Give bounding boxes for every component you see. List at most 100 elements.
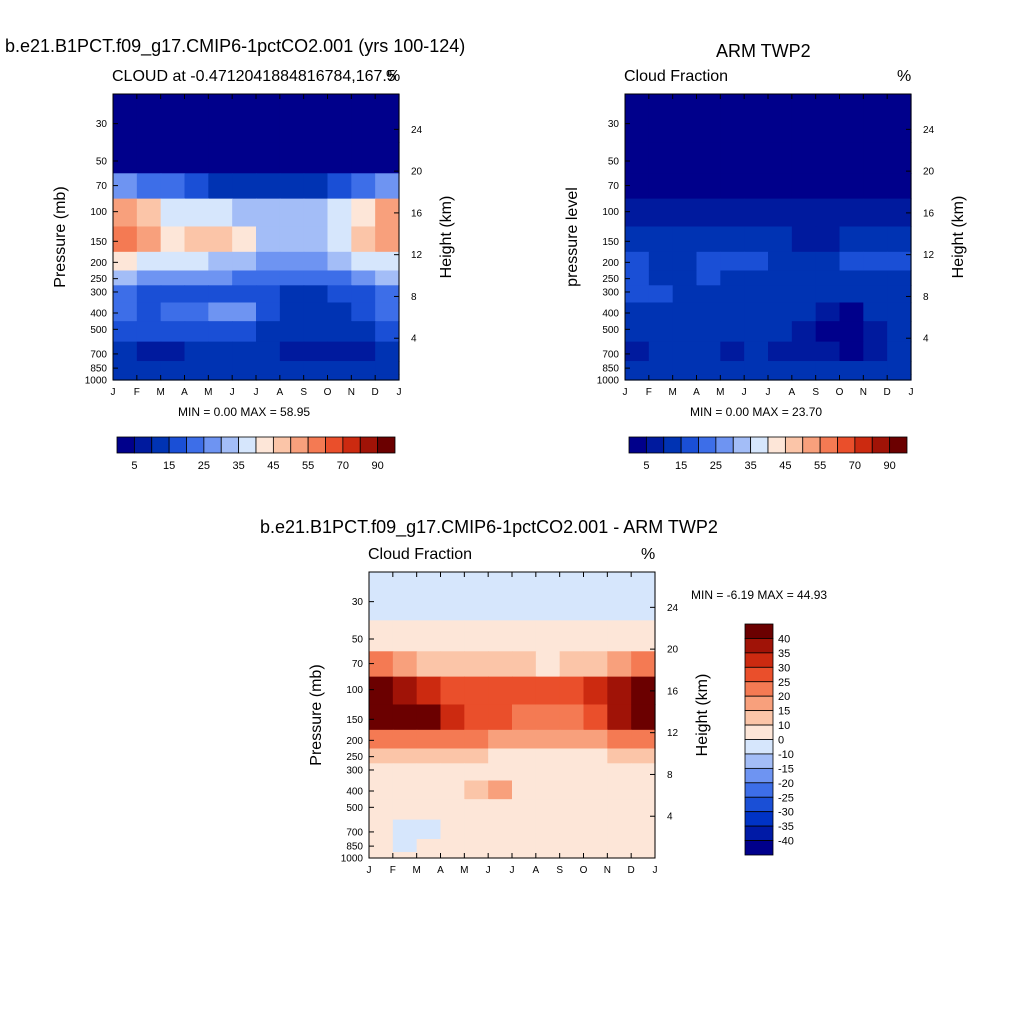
panel2-cells — [625, 94, 912, 381]
contour-cell — [392, 852, 418, 859]
contour-cell — [279, 198, 305, 228]
contour-cell — [512, 676, 537, 706]
colorbar-label: -30 — [778, 807, 794, 819]
contour-cell — [720, 361, 745, 375]
contour-cell — [512, 651, 537, 678]
contour-cell — [488, 704, 513, 731]
x-tick-label: A — [788, 387, 795, 398]
contour-cell — [583, 676, 608, 706]
contour-cell — [887, 361, 912, 375]
contour-cell — [279, 374, 305, 381]
contour-cell — [256, 142, 281, 174]
colorbar-label: 40 — [778, 633, 790, 645]
colorbar-label: -10 — [778, 749, 794, 761]
y-tick-label: 300 — [346, 765, 363, 776]
contour-cell — [863, 226, 888, 253]
contour-cell — [369, 852, 394, 859]
contour-cell — [768, 302, 793, 322]
x-tick-label: J — [486, 865, 491, 876]
contour-cell — [631, 799, 656, 821]
y-right-tick-label: 20 — [411, 167, 423, 178]
colorbar-label: 25 — [710, 460, 722, 472]
contour-cell — [303, 321, 329, 343]
contour-cell — [464, 729, 489, 750]
colorbar-box — [744, 710, 774, 726]
contour-cell — [369, 780, 394, 800]
x-tick-label: J — [766, 387, 771, 398]
contour-cell — [535, 763, 561, 782]
contour-cell — [791, 226, 817, 253]
y-right-tick-label: 8 — [411, 292, 417, 303]
contour-cell — [488, 620, 513, 652]
panel1-subtitle-right: % — [386, 68, 401, 85]
contour-cell — [625, 361, 650, 375]
contour-cell — [440, 676, 465, 706]
contour-cell — [648, 173, 674, 200]
y-tick-label: 200 — [90, 258, 107, 269]
contour-cell — [583, 819, 608, 840]
contour-cell — [887, 374, 912, 381]
contour-cell — [416, 651, 442, 678]
x-tick-label: N — [860, 387, 867, 398]
contour-cell — [113, 361, 138, 375]
contour-cell — [672, 251, 698, 272]
contour-cell — [744, 198, 769, 228]
contour-cell — [887, 302, 912, 322]
contour-cell — [160, 302, 186, 322]
contour-cell — [720, 302, 745, 322]
contour-cell — [136, 251, 162, 272]
contour-cell — [672, 285, 698, 304]
contour-cell — [327, 142, 352, 174]
contour-cell — [607, 572, 632, 621]
contour-cell — [279, 361, 305, 375]
contour-cell — [535, 780, 561, 800]
contour-cell — [160, 226, 186, 253]
contour-cell — [392, 763, 418, 782]
contour-cell — [815, 341, 841, 362]
contour-cell — [768, 142, 793, 174]
contour-cell — [696, 341, 721, 362]
contour-cell — [720, 251, 745, 272]
contour-cell — [375, 285, 400, 304]
contour-cell — [625, 374, 650, 381]
contour-cell — [184, 173, 209, 200]
contour-cell — [607, 748, 632, 764]
contour-cell — [625, 94, 650, 143]
contour-cell — [279, 142, 305, 174]
contour-cell — [535, 729, 561, 750]
contour-cell — [256, 361, 281, 375]
colorbar-box — [744, 652, 774, 668]
contour-cell — [583, 572, 608, 621]
contour-cell — [863, 285, 888, 304]
contour-cell — [791, 142, 817, 174]
y-tick-label: 400 — [602, 309, 619, 320]
contour-cell — [768, 361, 793, 375]
contour-cell — [863, 361, 888, 375]
contour-cell — [672, 226, 698, 253]
x-tick-label: A — [693, 387, 700, 398]
contour-cell — [440, 620, 465, 652]
contour-cell — [327, 270, 352, 286]
contour-cell — [625, 341, 650, 362]
contour-cell — [631, 819, 656, 840]
contour-cell — [256, 341, 281, 362]
x-tick-label: D — [628, 865, 635, 876]
contour-cell — [369, 763, 394, 782]
y-tick-label: 850 — [346, 842, 363, 853]
colorbar-box — [377, 436, 396, 454]
contour-cell — [863, 173, 888, 200]
contour-cell — [375, 302, 400, 322]
contour-cell — [232, 341, 257, 362]
contour-cell — [887, 270, 912, 286]
contour-cell — [440, 799, 465, 821]
contour-cell — [464, 763, 489, 782]
colorbar-box — [744, 782, 774, 798]
y-tick-label: 500 — [346, 803, 363, 814]
panel2-colorbar: 5 15 25 35 45 55 70 90 — [628, 436, 908, 472]
contour-cell — [256, 226, 281, 253]
contour-cell — [232, 302, 257, 322]
x-tick-label: O — [836, 387, 844, 398]
colorbar-label: 30 — [778, 662, 790, 674]
contour-cell — [232, 173, 257, 200]
